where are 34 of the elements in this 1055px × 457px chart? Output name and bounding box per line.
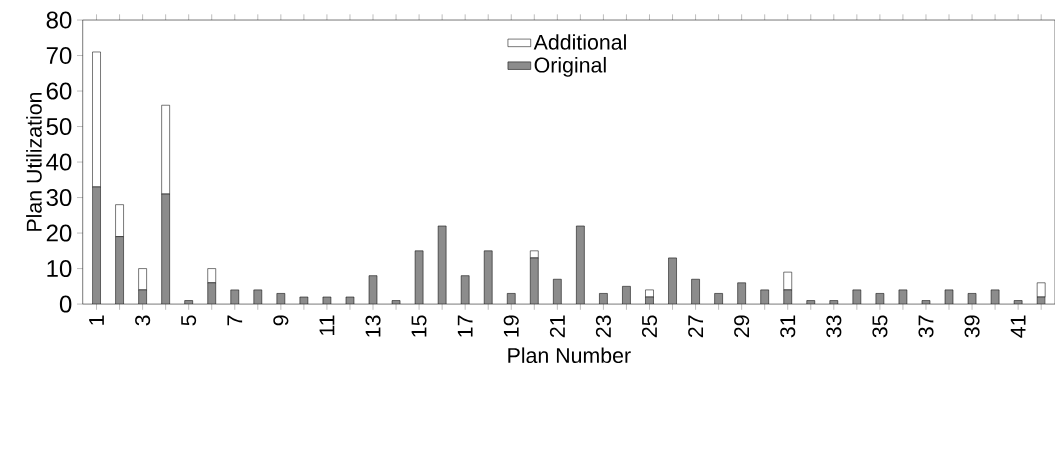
x-tick-label: 23	[595, 315, 611, 337]
x-tick-label: 11	[319, 315, 335, 335]
x-tick-label: 19	[503, 315, 519, 337]
legend-label: Additional	[533, 33, 626, 50]
x-tick-label: 39	[964, 315, 980, 338]
x-tick-label: 31	[780, 315, 796, 338]
x-tick-label: 3	[135, 315, 151, 326]
legend-label: Original	[534, 56, 606, 77]
y-axis-title: Plan Utilization	[26, 92, 42, 231]
x-tick-label: 15	[411, 315, 427, 337]
x-tick-label: 35	[872, 315, 888, 338]
x-tick-label: 17	[457, 315, 473, 337]
x-tick-label: 29	[734, 315, 750, 337]
x-tick-label: 5	[181, 315, 197, 326]
x-tick-label: 27	[688, 315, 704, 337]
y-tick-label: 50	[46, 117, 72, 135]
x-tick-label: 1	[89, 315, 104, 325]
y-tick-label: 70	[46, 46, 72, 64]
y-tick-label: 0	[59, 295, 72, 313]
y-tick-label: 20	[46, 224, 72, 242]
y-tick-label: 80	[46, 11, 72, 29]
x-tick-label: 41	[1010, 315, 1026, 338]
y-tick-label: 30	[46, 188, 72, 206]
x-tick-label: 9	[273, 315, 289, 326]
y-tick-label: 40	[46, 153, 72, 171]
x-tick-label: 37	[918, 315, 934, 338]
x-tick-label: 21	[549, 315, 565, 337]
x-tick-label: 25	[641, 315, 658, 337]
x-tick-label: 33	[826, 315, 842, 338]
y-tick-label: 10	[47, 259, 72, 277]
x-tick-label: 7	[227, 315, 243, 326]
y-tick-label: 60	[46, 82, 72, 100]
x-axis-title: Plan Number	[508, 347, 631, 363]
x-tick-label: 13	[365, 315, 381, 337]
